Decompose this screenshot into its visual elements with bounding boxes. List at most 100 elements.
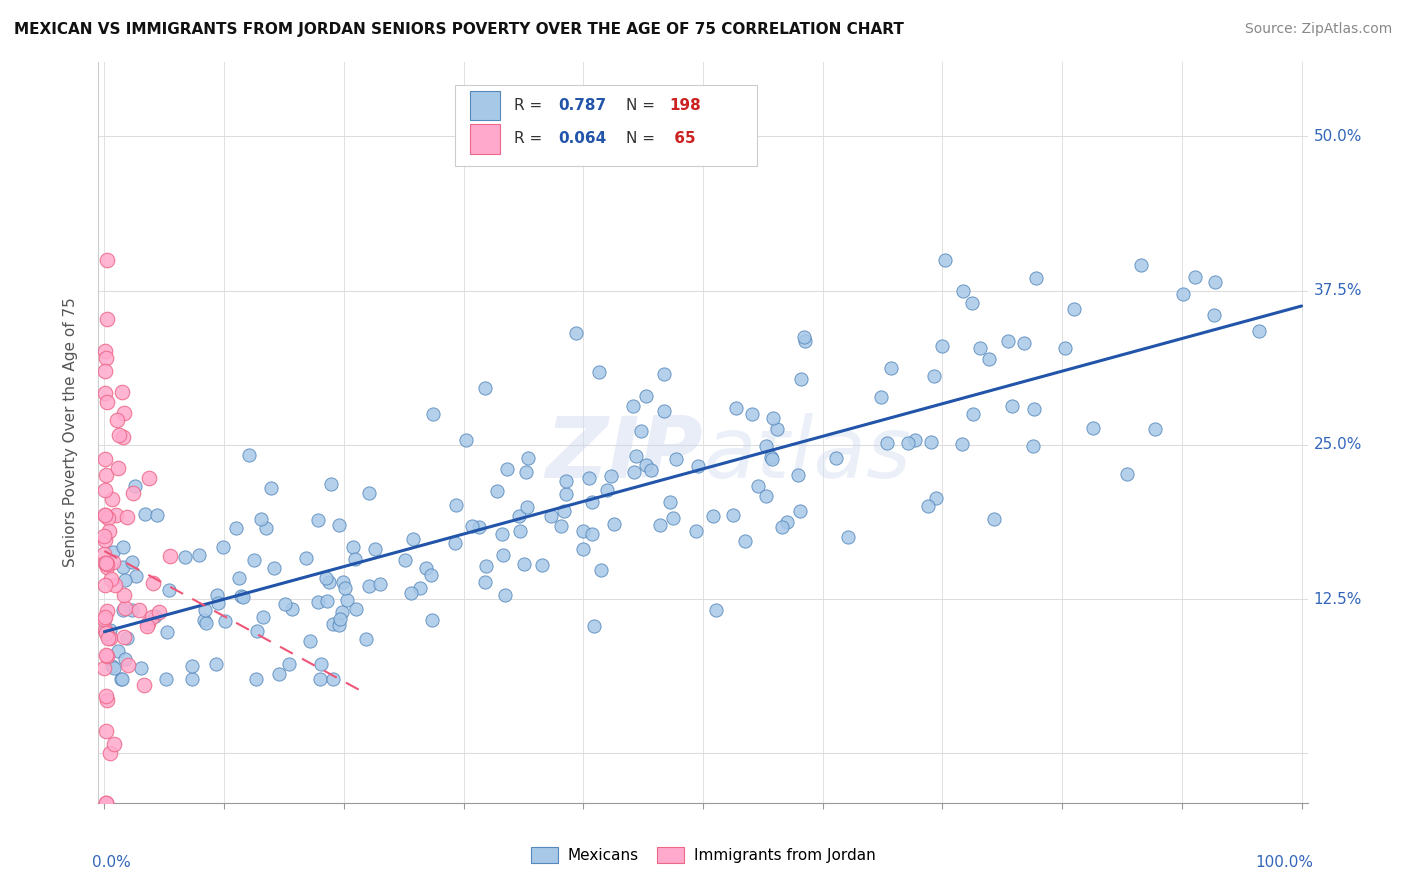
Point bbox=[94, 556, 117, 570]
Point bbox=[401, 533, 423, 547]
Point bbox=[138, 471, 160, 485]
Point bbox=[741, 407, 763, 421]
Point bbox=[359, 486, 381, 500]
Point bbox=[273, 597, 295, 611]
Point bbox=[1171, 287, 1194, 301]
Point bbox=[516, 500, 538, 515]
Point bbox=[354, 632, 377, 646]
Point bbox=[420, 567, 443, 582]
Point bbox=[278, 657, 301, 672]
FancyBboxPatch shape bbox=[470, 91, 501, 120]
Point bbox=[554, 475, 576, 489]
Point bbox=[232, 590, 254, 604]
Point bbox=[249, 512, 271, 526]
Point bbox=[554, 487, 576, 501]
Text: N =: N = bbox=[626, 98, 659, 113]
Point bbox=[603, 517, 626, 532]
Point bbox=[143, 608, 166, 623]
Point bbox=[243, 553, 266, 567]
Point bbox=[93, 533, 115, 547]
Point bbox=[787, 468, 810, 483]
Point bbox=[571, 541, 593, 556]
Point bbox=[94, 796, 117, 810]
Point bbox=[422, 407, 444, 421]
Point bbox=[207, 596, 229, 610]
Point bbox=[155, 624, 177, 639]
Point bbox=[141, 610, 163, 624]
Text: N =: N = bbox=[626, 131, 659, 146]
Point bbox=[461, 519, 484, 533]
Point bbox=[357, 579, 380, 593]
Point bbox=[789, 504, 811, 518]
Legend: Mexicans, Immigrants from Jordan: Mexicans, Immigrants from Jordan bbox=[524, 841, 882, 869]
Point bbox=[96, 252, 118, 267]
Point bbox=[897, 436, 920, 450]
Point bbox=[112, 588, 135, 602]
Point bbox=[485, 483, 508, 498]
Point bbox=[474, 381, 496, 395]
Point bbox=[101, 492, 124, 507]
FancyBboxPatch shape bbox=[470, 124, 501, 153]
Point bbox=[124, 479, 146, 493]
Text: 25.0%: 25.0% bbox=[1313, 437, 1362, 452]
Point bbox=[96, 604, 118, 618]
Point bbox=[111, 430, 134, 444]
Point bbox=[111, 673, 134, 687]
Point bbox=[96, 693, 118, 707]
Point bbox=[364, 541, 387, 556]
Text: 100.0%: 100.0% bbox=[1256, 855, 1313, 870]
Point bbox=[125, 569, 148, 583]
Point bbox=[1249, 324, 1271, 338]
Point bbox=[368, 577, 391, 591]
Point bbox=[94, 610, 117, 624]
Point bbox=[173, 550, 195, 565]
Point bbox=[94, 578, 117, 592]
Point bbox=[93, 508, 115, 522]
Point bbox=[979, 351, 1001, 366]
Point bbox=[111, 385, 134, 400]
Point bbox=[793, 334, 815, 349]
Point bbox=[950, 437, 973, 451]
Point bbox=[344, 602, 367, 616]
Point bbox=[115, 509, 138, 524]
Point bbox=[509, 524, 531, 538]
Text: atlas: atlas bbox=[703, 413, 911, 496]
Point bbox=[157, 583, 180, 598]
Point bbox=[621, 399, 644, 413]
Point bbox=[121, 485, 143, 500]
Point bbox=[322, 673, 344, 687]
Text: 0.0%: 0.0% bbox=[93, 855, 131, 870]
Point bbox=[111, 559, 134, 574]
Point bbox=[100, 572, 122, 586]
Point bbox=[93, 529, 115, 543]
Point bbox=[1204, 275, 1226, 289]
Point bbox=[101, 545, 124, 559]
Point bbox=[508, 508, 530, 523]
Point bbox=[665, 451, 688, 466]
Point bbox=[148, 605, 170, 619]
Point bbox=[766, 422, 789, 436]
Point bbox=[550, 519, 572, 533]
Point bbox=[107, 461, 129, 475]
Point bbox=[159, 549, 181, 563]
Point bbox=[600, 469, 623, 483]
Point bbox=[229, 589, 252, 603]
Point bbox=[307, 513, 329, 527]
Point bbox=[155, 673, 177, 687]
Point bbox=[114, 652, 136, 666]
Point bbox=[112, 630, 135, 644]
Point bbox=[623, 465, 645, 479]
Text: R =: R = bbox=[515, 131, 547, 146]
Point bbox=[205, 589, 228, 603]
Point bbox=[517, 450, 540, 465]
Point bbox=[415, 561, 437, 575]
Point bbox=[578, 471, 600, 485]
Point bbox=[132, 678, 155, 692]
Point bbox=[104, 578, 127, 592]
Point bbox=[454, 434, 477, 448]
Point bbox=[467, 520, 489, 534]
Point bbox=[96, 394, 118, 409]
Point bbox=[922, 369, 945, 384]
Point bbox=[565, 326, 588, 340]
Point bbox=[96, 467, 118, 482]
